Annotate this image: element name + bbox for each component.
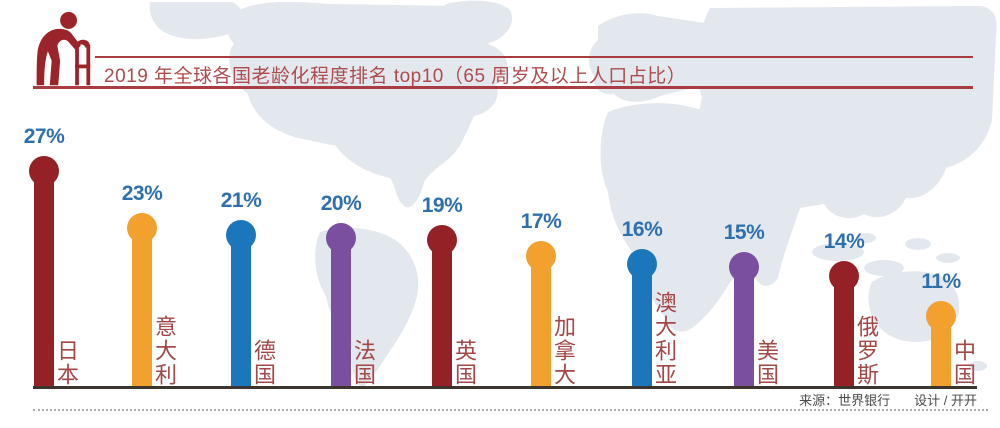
category-label: 澳大利亚 xyxy=(652,291,677,387)
chart-title: 2019 年全球各国老龄化程度排名 top10（65 周岁及以上人口占比） xyxy=(104,66,687,87)
pin-7: 16% xyxy=(622,218,663,388)
value-label: 16% xyxy=(621,218,663,241)
category-label: 俄罗斯 xyxy=(854,315,879,387)
category-label: 英国 xyxy=(452,339,477,387)
pin-2: 23% xyxy=(122,182,163,388)
pin-5: 19% xyxy=(422,194,463,388)
pin-10: 11% xyxy=(921,270,961,388)
design-credit: 设计 / 开开 xyxy=(914,393,977,408)
pin-stick xyxy=(132,227,152,388)
dotted-divider xyxy=(33,409,988,411)
pin-stick xyxy=(531,255,551,388)
pin-stick xyxy=(331,237,351,388)
value-label: 17% xyxy=(520,210,562,233)
source-credit: 来源：世界银行 xyxy=(799,393,891,408)
value-label: 21% xyxy=(220,189,262,212)
pin-3: 21% xyxy=(221,189,262,388)
title-bottom-rule xyxy=(33,86,973,89)
value-label: 14% xyxy=(823,230,865,253)
value-label: 19% xyxy=(421,194,463,217)
value-label: 27% xyxy=(23,125,65,148)
value-label: 15% xyxy=(723,221,765,244)
elderly-person-with-walker-icon xyxy=(36,11,91,86)
category-label: 中国 xyxy=(951,339,976,387)
category-label: 日本 xyxy=(54,339,79,387)
pin-8: 15% xyxy=(724,221,765,388)
footer-credits: 来源：世界银行 设计 / 开开 xyxy=(799,390,977,409)
category-label: 美国 xyxy=(754,339,779,387)
chart-baseline xyxy=(33,386,977,389)
pin-6: 17% xyxy=(521,210,562,388)
pin-stick xyxy=(734,266,754,388)
pin-9: 14% xyxy=(824,230,865,388)
value-label: 20% xyxy=(320,192,362,215)
category-label: 德国 xyxy=(251,339,276,387)
pin-stick xyxy=(231,234,251,388)
category-label: 加拿大 xyxy=(551,315,576,387)
pin-1: 27% xyxy=(24,125,65,388)
pin-stick xyxy=(632,263,652,388)
pin-stick xyxy=(432,239,452,388)
value-label: 23% xyxy=(121,182,163,205)
value-label: 11% xyxy=(921,270,961,293)
pin-4: 20% xyxy=(321,192,362,388)
pin-stick xyxy=(931,315,951,388)
pin-stick xyxy=(834,275,854,388)
pin-stick xyxy=(34,170,54,388)
category-label: 法国 xyxy=(351,339,376,387)
category-label: 意大利 xyxy=(152,315,177,387)
title-top-rule xyxy=(95,56,973,58)
